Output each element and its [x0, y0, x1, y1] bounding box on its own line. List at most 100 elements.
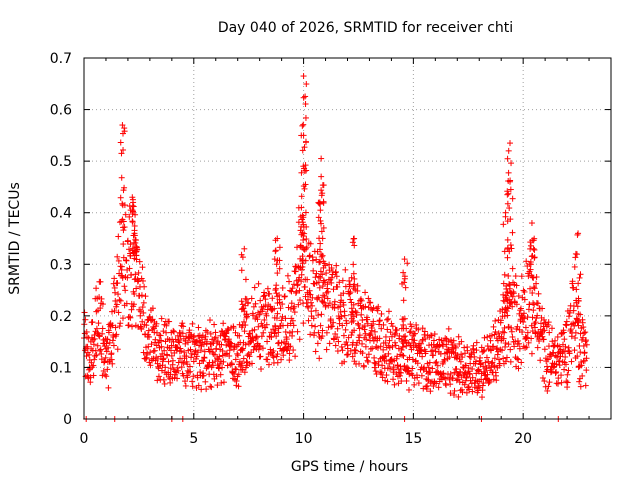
data-point	[126, 203, 133, 210]
data-point	[509, 293, 516, 300]
data-point	[528, 350, 535, 357]
data-point	[528, 220, 535, 227]
data-point	[194, 349, 201, 356]
data-point	[431, 331, 438, 338]
data-point	[528, 335, 535, 342]
data-point	[434, 362, 441, 369]
data-point	[376, 335, 383, 342]
data-point	[501, 271, 508, 278]
data-point	[182, 382, 189, 389]
data-point	[575, 322, 582, 329]
data-point	[122, 211, 129, 218]
data-point	[451, 387, 458, 394]
data-point	[519, 329, 526, 336]
data-point	[555, 380, 562, 387]
data-point	[338, 313, 345, 320]
data-point	[348, 332, 355, 339]
data-point	[484, 343, 491, 350]
data-point	[168, 342, 175, 349]
data-point	[257, 353, 264, 360]
data-point	[332, 269, 339, 276]
data-point	[359, 350, 366, 357]
data-point	[356, 337, 363, 344]
data-point	[181, 349, 188, 356]
data-point	[256, 343, 263, 350]
data-point	[105, 344, 112, 351]
data-point	[418, 347, 425, 354]
data-point	[500, 291, 507, 298]
data-point	[392, 342, 399, 349]
data-point	[427, 380, 434, 387]
data-point	[124, 237, 131, 244]
y-tick-label: 0.2	[50, 309, 72, 325]
data-point	[412, 330, 419, 337]
data-point	[130, 239, 137, 246]
data-point	[281, 293, 288, 300]
data-point	[302, 101, 309, 108]
data-point	[234, 350, 241, 357]
data-point	[350, 285, 357, 292]
data-point	[505, 190, 512, 197]
data-point	[406, 354, 413, 361]
data-point	[362, 343, 369, 350]
data-point	[111, 275, 118, 282]
data-point	[394, 362, 401, 369]
data-point	[544, 387, 551, 394]
data-point	[196, 337, 203, 344]
data-point	[504, 155, 511, 162]
data-point	[495, 330, 502, 337]
data-point	[102, 354, 109, 361]
data-point	[228, 361, 235, 368]
data-point	[277, 305, 284, 312]
data-point	[453, 366, 460, 373]
data-point	[220, 320, 227, 327]
data-point	[197, 369, 204, 376]
data-point	[161, 347, 168, 354]
data-point	[185, 339, 192, 346]
data-point	[378, 310, 385, 317]
data-point	[90, 372, 97, 379]
data-point	[323, 346, 330, 353]
data-point	[502, 340, 509, 347]
data-point	[81, 309, 88, 316]
data-point	[298, 193, 305, 200]
data-point	[323, 329, 330, 336]
data-point	[569, 278, 576, 285]
data-point	[487, 337, 494, 344]
data-point	[299, 229, 306, 236]
data-point	[581, 329, 588, 336]
data-point	[466, 386, 473, 393]
data-point	[127, 252, 134, 259]
data-point	[175, 338, 182, 345]
data-point	[319, 283, 326, 290]
data-point	[309, 257, 316, 264]
data-point	[315, 329, 322, 336]
data-point	[189, 383, 196, 390]
data-point	[372, 368, 379, 375]
data-point	[327, 316, 334, 323]
data-point	[129, 209, 136, 216]
data-point	[93, 325, 100, 332]
data-point	[207, 383, 214, 390]
data-point	[188, 354, 195, 361]
data-point	[531, 246, 538, 253]
data-point	[388, 320, 395, 327]
data-point	[193, 353, 200, 360]
data-point	[509, 333, 516, 340]
data-point	[140, 349, 147, 356]
data-point	[391, 339, 398, 346]
data-point	[580, 342, 587, 349]
y-tick-label: 0	[63, 412, 72, 428]
data-point	[345, 334, 352, 341]
data-point	[503, 282, 510, 289]
data-point	[469, 366, 476, 373]
data-point	[447, 370, 454, 377]
data-point	[326, 340, 333, 347]
data-point	[243, 314, 250, 321]
data-point	[385, 350, 392, 357]
data-point	[109, 337, 116, 344]
data-point	[256, 311, 263, 318]
data-point	[99, 325, 106, 332]
data-point	[494, 351, 501, 358]
data-point	[501, 309, 508, 316]
